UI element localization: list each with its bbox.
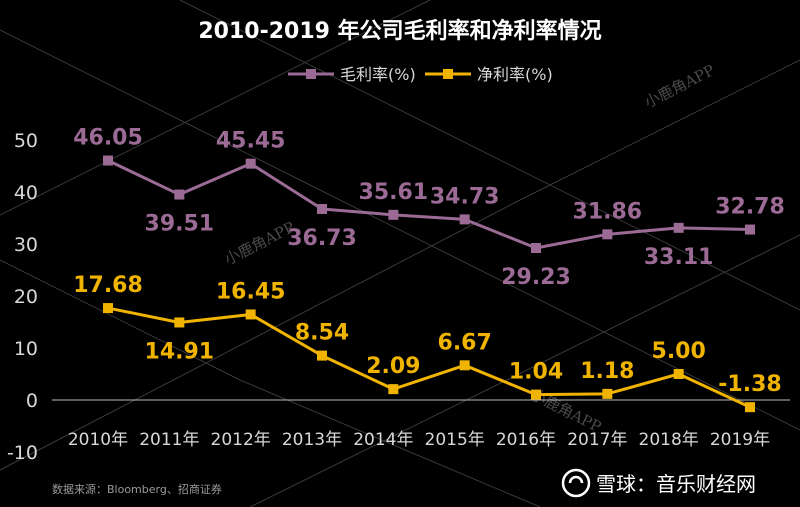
data-point [531, 243, 541, 254]
y-tick-label: 10 [14, 338, 38, 360]
data-point [673, 222, 684, 233]
watermark-text-2: 小鹿角APP [222, 218, 298, 269]
legend-label-net: 净利率(%) [477, 65, 553, 84]
series-line [107, 306, 751, 409]
x-tick-label: 2011年 [139, 430, 199, 450]
legend: 毛利率(%) 净利率(%) [288, 65, 553, 84]
data-label: 1.18 [580, 359, 634, 384]
data-label: 29.23 [501, 265, 571, 290]
data-label: 5.00 [652, 339, 706, 364]
y-tick-label: 0 [26, 390, 38, 412]
data-label: 46.05 [73, 126, 143, 151]
x-tick-label: 2013年 [282, 430, 342, 450]
data-point [459, 214, 470, 225]
data-label: 8.54 [295, 321, 349, 346]
data-label: 16.45 [216, 279, 286, 304]
legend-label-gross: 毛利率(%) [340, 65, 416, 84]
series-net-margin: 17.68 14.91 16.45 8.54 2.09 6.67 1.04 1.18 5.00-… [73, 273, 782, 413]
data-point [245, 309, 256, 320]
y-tick-label: -10 [7, 442, 38, 464]
source-note: 数据来源：Bloomberg、招商证券 [52, 482, 222, 496]
data-point [245, 158, 256, 169]
data-label: 2.09 [366, 354, 420, 379]
data-label: 31.86 [573, 199, 643, 224]
data-point [673, 369, 684, 379]
y-tick-label: 40 [14, 182, 38, 204]
data-point [103, 303, 113, 314]
data-point [103, 155, 113, 166]
y-tick-label: 30 [14, 234, 38, 256]
watermark-text-1: 小鹿角APP [642, 61, 718, 112]
data-label: 35.61 [359, 180, 429, 205]
legend-marker-gross [306, 69, 316, 79]
x-tick-label: 2015年 [425, 430, 485, 450]
brand-text: 雪球：音乐财经网 [596, 472, 756, 496]
data-point [745, 402, 755, 413]
data-point [602, 229, 613, 240]
data-label: 32.78 [715, 195, 785, 220]
x-tick-label: 2016年 [496, 430, 556, 450]
x-tick-label: 2017年 [567, 430, 627, 450]
data-label: 33.11 [644, 245, 714, 270]
data-label: 1.04 [509, 360, 563, 385]
x-tick-label: 2014年 [353, 430, 413, 450]
y-tick-label: 20 [14, 286, 38, 308]
data-point [317, 204, 327, 215]
x-axis: 2010年 2011年 2012年 2013年 2014年 2015年 2016年 2017年… [52, 399, 790, 450]
data-point [531, 389, 541, 400]
data-label: 6.67 [438, 330, 492, 355]
data-label: 45.45 [216, 129, 286, 154]
snowball-logo-icon [561, 468, 591, 498]
data-label: -1.38 [718, 372, 781, 397]
x-tick-label: 2010年 [68, 430, 128, 450]
data-label: 14.91 [145, 339, 215, 364]
legend-marker-net [443, 69, 453, 79]
data-label: 36.73 [287, 226, 357, 251]
snowball-logo-mark [568, 475, 584, 484]
y-axis: -10 0 10 20 30 40 50 [7, 130, 38, 464]
brand-watermark: 雪球：音乐财经网 [561, 468, 756, 498]
data-point [317, 350, 327, 361]
data-point [388, 384, 399, 395]
y-tick-label: 50 [14, 130, 38, 152]
data-point [459, 360, 470, 371]
data-point [745, 224, 755, 235]
data-point [388, 209, 399, 220]
data-label: 17.68 [73, 273, 143, 298]
data-point [174, 189, 185, 200]
data-point [602, 388, 613, 399]
data-label: 39.51 [145, 212, 215, 237]
series-line [107, 159, 751, 250]
data-label: 34.73 [430, 184, 500, 209]
x-tick-label: 2018年 [639, 430, 699, 450]
x-tick-label: 2019年 [710, 430, 770, 450]
x-tick-label: 2012年 [211, 430, 271, 450]
chart-title: 2010-2019 年公司毛利率和净利率情况 [198, 18, 601, 44]
data-point [174, 317, 185, 328]
